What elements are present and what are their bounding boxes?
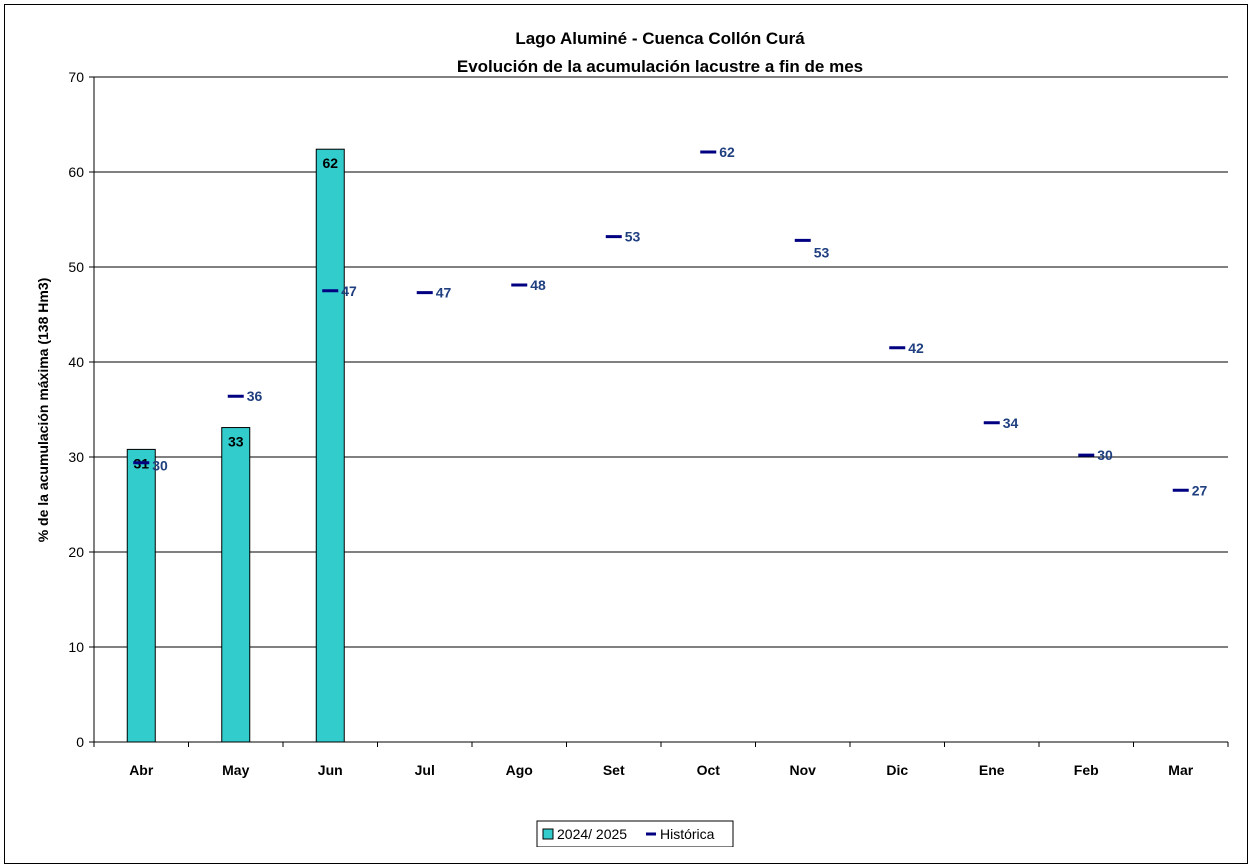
legend-box (536, 820, 734, 847)
historica-data-label: 42 (908, 340, 924, 356)
x-tick-label: Ago (506, 762, 533, 778)
x-tick-label: Jun (318, 762, 343, 778)
y-tick-label: 70 (68, 69, 84, 85)
historica-data-label: 47 (436, 285, 452, 301)
historica-data-label: 53 (625, 229, 641, 245)
historica-data-label: 62 (719, 144, 735, 160)
y-tick-label: 50 (68, 259, 84, 275)
bar (315, 148, 345, 743)
bar-data-label: 33 (228, 434, 244, 450)
y-tick-label: 40 (68, 354, 84, 370)
x-tick-label: Oct (697, 762, 721, 778)
legend-label-bars: 2024/ 2025 (557, 826, 627, 842)
y-axis-label: % de la acumulación máxima (138 Hm3) (35, 278, 51, 543)
y-tick-label: 60 (68, 164, 84, 180)
chart-subtitle: Evolución de la acumulación lacustre a f… (457, 57, 863, 76)
y-tick-label: 10 (68, 639, 84, 655)
x-tick-label: Set (603, 762, 625, 778)
legend-label-historica: Histórica (660, 826, 715, 842)
historica-data-label: 47 (341, 283, 357, 299)
y-tick-label: 20 (68, 544, 84, 560)
historica-data-label: 30 (1097, 447, 1113, 463)
bar (126, 448, 156, 743)
bar-data-label: 62 (322, 155, 338, 171)
x-tick-label: May (222, 762, 249, 778)
x-tick-label: Abr (129, 762, 154, 778)
legend: 2024/ 2025 Histórica (536, 820, 734, 847)
x-tick-label: Mar (1168, 762, 1193, 778)
legend-swatch-bars (542, 828, 554, 840)
x-tick-label: Jul (415, 762, 435, 778)
y-tick-label: 0 (76, 734, 84, 750)
bar (221, 427, 251, 743)
x-tick-label: Nov (790, 762, 817, 778)
historica-data-label: 30 (152, 458, 168, 474)
historica-data-label: 34 (1003, 415, 1019, 431)
historica-data-label: 27 (1192, 482, 1208, 498)
historica-data-label: 53 (814, 244, 830, 260)
y-tick-label: 30 (68, 449, 84, 465)
x-tick-label: Dic (886, 762, 908, 778)
historica-data-label: 48 (530, 277, 546, 293)
x-tick-label: Ene (979, 762, 1005, 778)
historica-data-label: 36 (247, 388, 263, 404)
x-tick-label: Feb (1074, 762, 1099, 778)
chart-title: Lago Aluminé - Cuenca Collón Curá (515, 29, 805, 48)
